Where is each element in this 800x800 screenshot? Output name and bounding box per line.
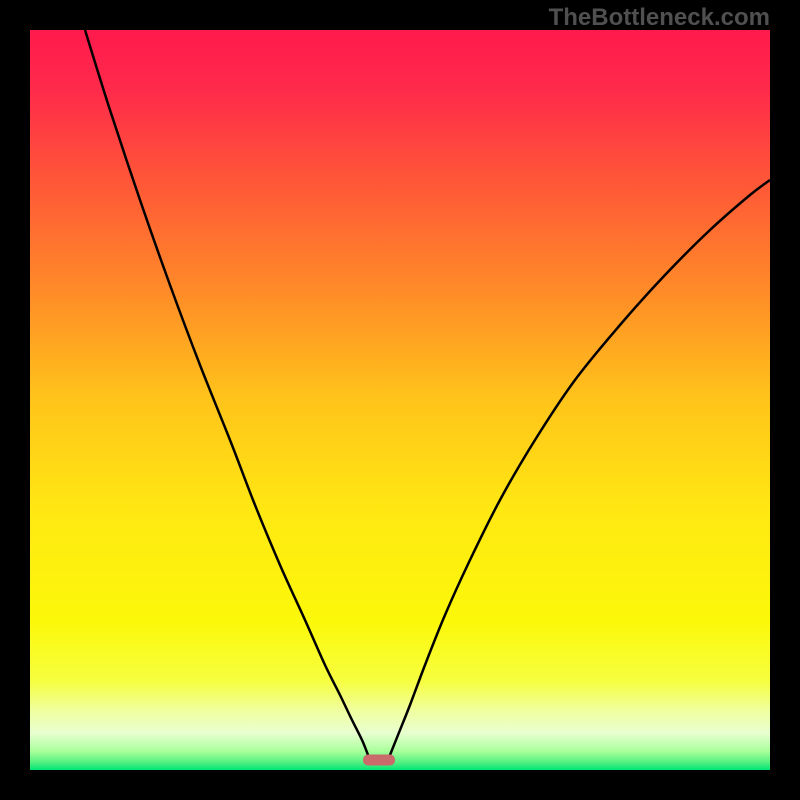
left-curve	[85, 30, 368, 755]
chart-container: TheBottleneck.com	[0, 0, 800, 800]
bottleneck-curves	[30, 30, 770, 770]
right-curve	[390, 180, 770, 755]
watermark-text: TheBottleneck.com	[549, 4, 770, 32]
plot-area	[30, 30, 770, 770]
optimal-marker	[363, 755, 395, 766]
